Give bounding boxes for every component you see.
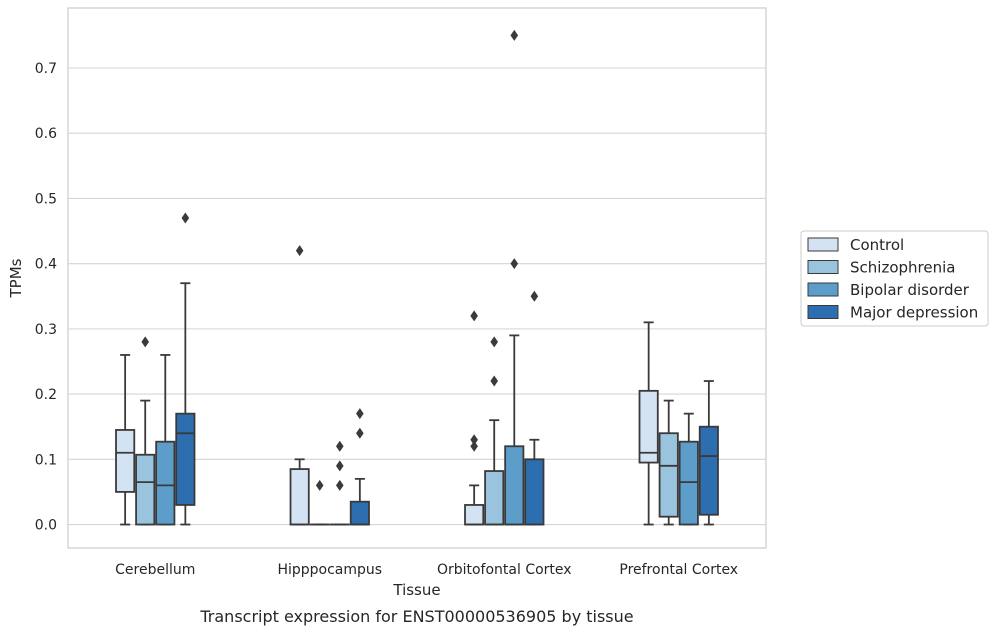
box-major-depression	[175, 212, 196, 526]
box-iqr	[484, 470, 505, 526]
box-iqr	[638, 389, 659, 464]
box-bipolar-disorder	[155, 354, 176, 526]
x-axis-label: Tissue	[392, 581, 440, 599]
box-iqr	[678, 440, 699, 526]
x-tick-label: Orbitofontal Cortex	[437, 562, 572, 578]
y-tick-label: 0.4	[35, 257, 57, 273]
y-axis-label: TPMs	[7, 258, 25, 298]
box-schizophrenia	[135, 336, 156, 526]
box-iqr	[175, 412, 196, 506]
box-control	[464, 310, 485, 526]
box-iqr	[115, 429, 136, 493]
outlier-point	[530, 290, 539, 302]
legend-label: Schizophrenia	[850, 259, 955, 277]
outlier-point	[510, 29, 519, 41]
outlier-point	[356, 408, 364, 420]
y-tick-labels: 0.0 0.1 0.2 0.3 0.4 0.5 0.6 0.7	[35, 61, 57, 534]
y-tick-label: 0.3	[35, 322, 57, 338]
x-tick-labels: Cerebellum Hipppocampus Orbitofontal Corte…	[115, 562, 738, 578]
box-iqr	[658, 432, 679, 518]
legend-label: Major depression	[850, 304, 978, 322]
legend-items: Control Schizophrenia Bipolar disorder Majo…	[807, 236, 978, 322]
x-tick-label: Prefrontal Cortex	[619, 562, 738, 578]
box-schizophrenia	[309, 479, 330, 526]
legend-label: Control	[850, 236, 904, 254]
box-schizophrenia	[658, 399, 679, 526]
outlier-point	[470, 440, 478, 452]
box-bipolar-disorder	[329, 440, 350, 526]
box-control	[638, 321, 659, 526]
legend-swatch	[807, 237, 839, 252]
box-iqr	[524, 458, 545, 526]
outlier-point	[335, 440, 344, 452]
outlier-point	[510, 258, 519, 270]
y-tick-label: 0.2	[35, 387, 57, 403]
box-iqr	[349, 500, 370, 526]
legend-frame	[800, 230, 989, 327]
y-tick-label: 0.0	[35, 518, 57, 534]
y-tick-label: 0.5	[35, 191, 57, 207]
box-major-depression	[698, 380, 719, 526]
box-control	[115, 354, 136, 526]
box-control	[289, 245, 310, 526]
legend: Control Schizophrenia Bipolar disorder Majo…	[800, 230, 989, 327]
outlier-point	[335, 479, 344, 491]
box-bipolar-disorder	[504, 29, 525, 526]
box-major-depression	[524, 290, 545, 526]
y-tick-label: 0.1	[35, 452, 57, 468]
y-tick-label: 0.7	[35, 61, 57, 77]
outlier-point	[315, 479, 324, 491]
outlier-point	[470, 310, 478, 322]
legend-swatch	[807, 282, 839, 297]
box-iqr	[289, 468, 310, 526]
box-iqr	[464, 504, 485, 526]
legend-label: Bipolar disorder	[850, 281, 970, 299]
outlier-point	[181, 212, 190, 224]
outlier-point	[490, 336, 499, 348]
legend-swatch	[807, 305, 839, 319]
box-bipolar-disorder	[678, 412, 699, 526]
boxes	[115, 29, 719, 526]
box-major-depression	[349, 408, 370, 526]
box-iqr	[504, 445, 525, 526]
outlier-point	[470, 434, 478, 446]
box-iqr	[698, 425, 719, 516]
outlier-point	[356, 427, 364, 439]
outlier-point	[141, 336, 150, 348]
x-tick-label: Cerebellum	[115, 562, 195, 578]
chart-caption: Transcript expression for ENST0000053690…	[199, 607, 633, 626]
x-tick-label: Hipppocampus	[277, 562, 382, 578]
y-tick-label: 0.6	[35, 126, 57, 142]
outlier-point	[295, 245, 304, 257]
box-iqr	[155, 440, 176, 526]
outlier-point	[490, 375, 499, 387]
box-iqr	[135, 453, 156, 526]
box-schizophrenia	[484, 336, 505, 526]
outlier-point	[335, 460, 344, 472]
legend-swatch	[807, 260, 839, 274]
